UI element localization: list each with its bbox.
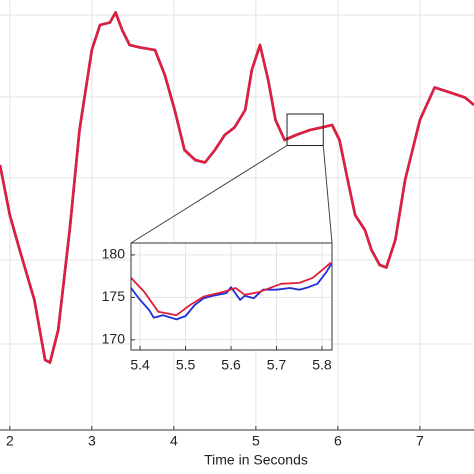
x-tick-label: 5.4	[130, 357, 150, 373]
x-tick-label: 5	[252, 433, 260, 449]
y-tick-label: 180	[102, 246, 126, 262]
x-tick-label: 4	[170, 433, 178, 449]
inset-frame	[130, 242, 333, 351]
x-tick-label: 6	[334, 433, 342, 449]
zoom-connector	[130, 145, 288, 244]
y-tick-label: 170	[102, 331, 126, 347]
x-tick-label: 5.8	[312, 357, 332, 373]
data-line	[0, 11, 474, 364]
zoom-indicator	[130, 113, 333, 244]
x-tick-label: 5.5	[176, 357, 196, 373]
x-tick-label: 2	[6, 433, 14, 449]
data-line	[130, 263, 332, 321]
x-tick-label: 5.6	[221, 357, 241, 373]
y-tick-label: 175	[102, 288, 126, 304]
x-axis-label: Time in Seconds	[204, 452, 308, 468]
zoom-connector	[322, 145, 333, 244]
main-plot: 2 3 4 5 6 7	[0, 0, 474, 449]
zoom-box	[286, 113, 324, 146]
data-line	[130, 261, 332, 317]
x-tick-label: 7	[416, 433, 424, 449]
inset-plot: 5.4 5.5 5.6 5.7 5.8 170 175 180	[102, 242, 333, 373]
x-tick-label: 3	[88, 433, 96, 449]
x-tick-label: 5.7	[267, 357, 287, 373]
